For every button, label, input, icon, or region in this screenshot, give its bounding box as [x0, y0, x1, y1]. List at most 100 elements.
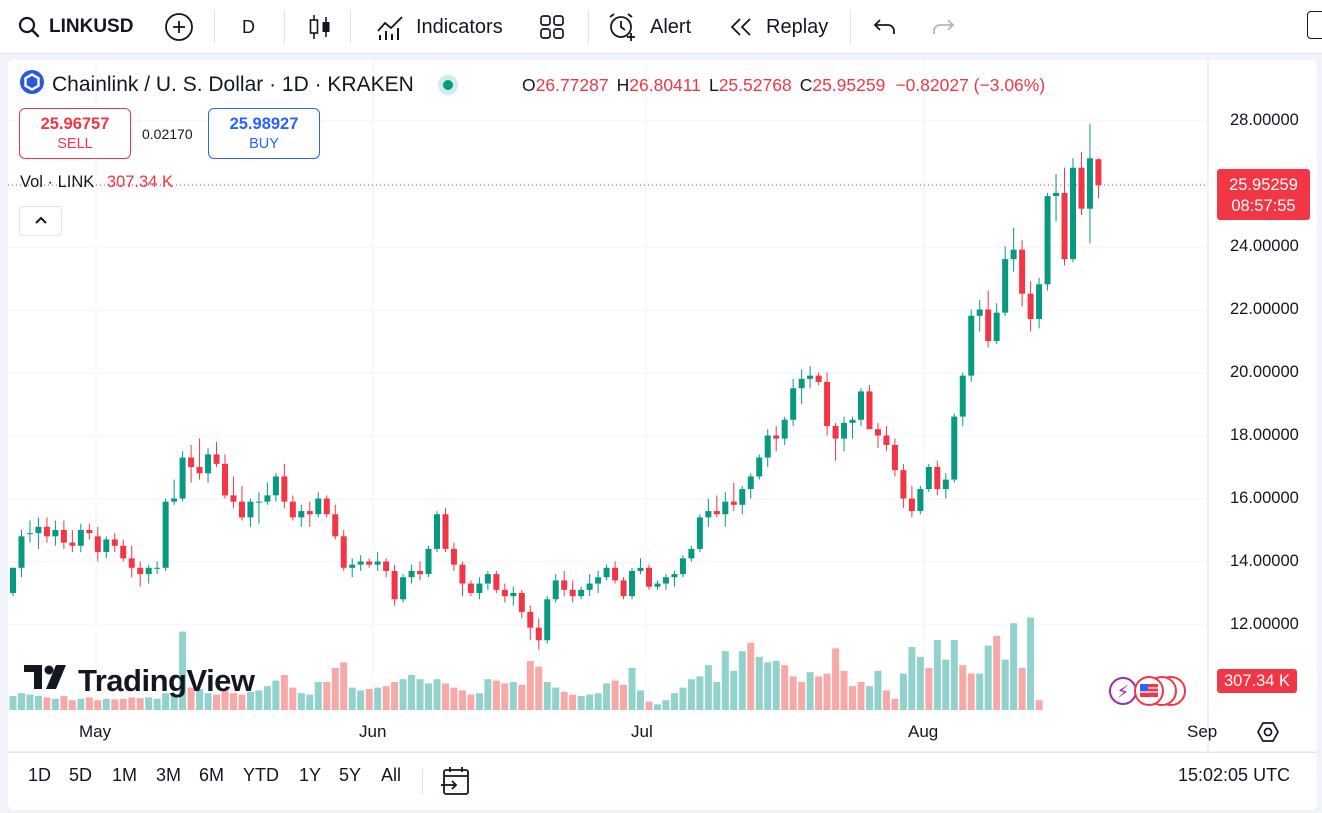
volume-legend[interactable]: Vol · LINK 307.34 K: [20, 173, 173, 192]
volume-bar: [874, 670, 882, 710]
open-label: O: [522, 74, 536, 95]
candle-body: [976, 309, 983, 316]
candle-body: [934, 467, 941, 490]
volume-bar: [340, 662, 348, 710]
candle-body: [18, 536, 25, 568]
candle-body: [1053, 192, 1060, 197]
volume-bar: [374, 687, 382, 710]
sell-button[interactable]: 25.96757 SELL: [19, 108, 131, 159]
candle-body: [891, 444, 898, 471]
volume-bar: [526, 661, 534, 710]
interval-button[interactable]: D: [242, 0, 255, 54]
layouts-icon: [538, 13, 566, 41]
volume-bar: [806, 672, 814, 710]
chevron-up-icon: [34, 212, 48, 230]
chart-canvas[interactable]: ⚡: [8, 60, 1317, 752]
symbol-legend[interactable]: Chainlink / U. S. Dollar · 1D · KRAKEN: [20, 70, 458, 100]
candle-body: [654, 583, 661, 587]
layouts-button[interactable]: [538, 0, 566, 54]
candle-body: [162, 501, 169, 568]
redo-button[interactable]: [930, 0, 956, 54]
candle-body: [357, 561, 364, 565]
candle-body: [86, 530, 93, 534]
lightning-icon: ⚡: [1117, 682, 1130, 703]
volume-bar: [543, 682, 551, 710]
event-markers[interactable]: ⚡: [1109, 676, 1186, 706]
high-value: 26.80411: [629, 74, 701, 95]
volume-bar: [620, 684, 628, 710]
fullscreen-button[interactable]: [1307, 11, 1322, 39]
candle-body: [442, 514, 449, 549]
axis-settings-button[interactable]: [1256, 720, 1280, 744]
candle-body: [764, 435, 771, 458]
candle-body: [417, 570, 424, 575]
utc-clock[interactable]: 15:02:05 UTC: [1178, 765, 1291, 785]
candle-body: [340, 536, 347, 568]
volume-bar: [984, 645, 992, 710]
candle-body: [688, 548, 695, 559]
volume-bar: [628, 668, 636, 710]
candle-body: [874, 429, 881, 436]
range-button[interactable]: 3M: [156, 765, 182, 785]
volume-bar: [882, 690, 890, 710]
sell-label: SELL: [57, 136, 93, 152]
volume-value: 307.34 K: [106, 173, 173, 191]
range-button[interactable]: 1M: [112, 765, 138, 785]
market-status-icon[interactable]: [437, 75, 458, 95]
candle-body: [154, 567, 161, 569]
range-button[interactable]: 1Y: [299, 765, 322, 785]
indicators-icon: [376, 13, 406, 41]
volume-bar: [645, 701, 653, 710]
plus-circle-icon: [164, 12, 194, 42]
volume-bar: [518, 684, 526, 710]
indicators-button[interactable]: Indicators: [376, 0, 503, 54]
range-button[interactable]: 1D: [28, 765, 52, 785]
candle-body: [366, 561, 373, 565]
volume-bar: [840, 670, 848, 710]
candle-body: [629, 570, 636, 597]
candle-body: [679, 558, 686, 575]
volume-bar: [289, 687, 297, 710]
candle-body: [968, 315, 975, 376]
candle-body: [824, 381, 831, 427]
volume-bar: [501, 683, 509, 710]
volume-bar: [865, 686, 873, 710]
range-button[interactable]: 6M: [199, 765, 225, 785]
buy-button[interactable]: 25.98927 BUY: [208, 108, 320, 159]
range-button[interactable]: All: [381, 765, 402, 785]
compare-symbol-button[interactable]: [164, 0, 194, 54]
candle-body: [1078, 167, 1085, 209]
candle-body: [1027, 293, 1034, 319]
replay-button[interactable]: Replay: [728, 0, 828, 54]
volume-bar: [891, 698, 899, 710]
volume-bar: [959, 665, 967, 710]
candle-body: [349, 564, 356, 568]
volume-bar: [17, 693, 25, 710]
tradingview-logo[interactable]: TradingView: [24, 663, 255, 699]
volume-bar: [552, 687, 560, 710]
volume-bar: [747, 642, 755, 710]
candle-body: [306, 511, 313, 515]
collapse-legend-button[interactable]: [19, 206, 62, 236]
date-range-button[interactable]: [441, 765, 471, 802]
candle-body: [10, 567, 16, 593]
alarm-clock-icon: [606, 11, 638, 43]
range-button[interactable]: 5D: [69, 765, 93, 785]
time-tick: Sep: [1187, 722, 1218, 741]
candle-body: [374, 561, 381, 565]
undo-button[interactable]: [872, 0, 898, 54]
candle-body: [476, 583, 483, 593]
volume-bar: [213, 694, 221, 710]
replay-icon: [728, 16, 754, 38]
change-value: −0.82027 (−3.06%): [895, 74, 1046, 95]
chart-type-button[interactable]: [308, 0, 332, 54]
volume-bar: [637, 690, 645, 710]
symbol-search-button[interactable]: LINKUSD: [18, 0, 133, 54]
range-button[interactable]: YTD: [243, 765, 279, 785]
candle-body: [815, 375, 822, 382]
volume-bar: [331, 668, 339, 710]
candle-body: [238, 501, 245, 518]
alert-button[interactable]: Alert: [606, 0, 691, 54]
candle-body: [790, 388, 797, 420]
range-button[interactable]: 5Y: [339, 765, 362, 785]
